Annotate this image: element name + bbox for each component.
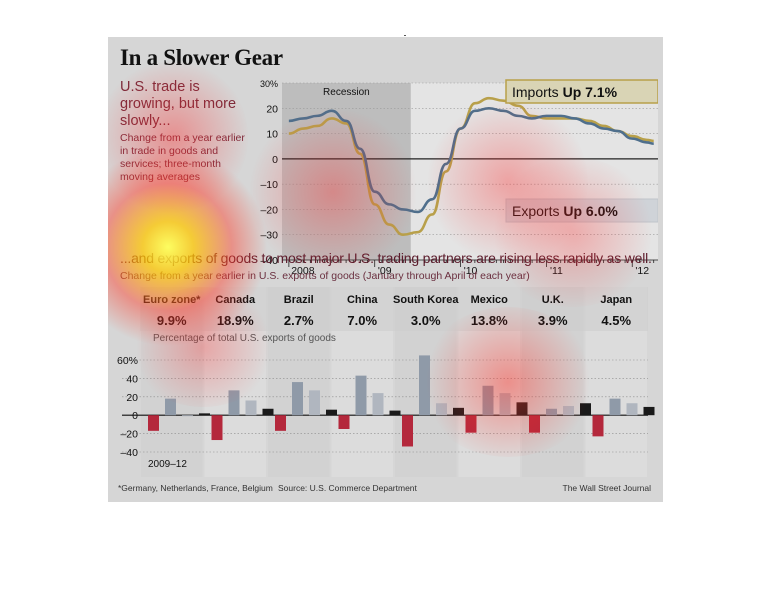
x-tick-label: '10 (464, 265, 478, 277)
category-label: Brazil (284, 294, 314, 306)
bar-2012 (262, 408, 274, 416)
bar-section-note: Change from a year earlier in U.S. expor… (120, 270, 530, 282)
category-share: 4.5% (601, 313, 631, 328)
category-label: Euro zone* (143, 294, 201, 306)
credit: The Wall Street Journal (562, 483, 652, 493)
category-share: 13.8% (471, 313, 508, 328)
category-share: 7.0% (347, 313, 377, 328)
x-tick-label: '09 (378, 265, 392, 277)
imports-label-box (505, 79, 658, 104)
bar-y-tick-label: 40 (126, 373, 138, 385)
category-label: China (347, 294, 378, 306)
bar-2012 (199, 413, 210, 416)
bar-2011 (309, 390, 320, 416)
bar-2010 (355, 375, 367, 416)
y-tick-label: 10 (266, 129, 278, 141)
top-mark (404, 35, 406, 36)
bar-2009 (592, 415, 604, 437)
bar-2012 (516, 402, 528, 416)
bar-2011 (563, 406, 574, 416)
x-tick-label: 2008 (291, 265, 315, 277)
bar-2009 (529, 415, 540, 433)
bar-2012 (326, 409, 337, 416)
category-share: 3.9% (538, 313, 568, 328)
bar-section-title: ...and exports of goods to most major U.… (120, 250, 652, 266)
bar-2009 (465, 415, 477, 433)
category-label: Japan (600, 294, 632, 306)
y-tick-label: –30 (260, 230, 278, 242)
x-tick-label: '12 (635, 265, 649, 277)
category-share: 2.7% (284, 313, 314, 328)
bar-2011 (499, 393, 511, 416)
bar-2012 (643, 406, 655, 416)
bar-2009 (338, 415, 350, 429)
category-label: South Korea (393, 294, 459, 306)
y-tick-label: 20 (266, 103, 278, 115)
bar-legend-label: 2009–12 (148, 459, 187, 470)
bar-2010 (609, 398, 621, 416)
bar-2010 (165, 398, 176, 416)
y-tick-label: –10 (260, 179, 278, 191)
bar-y-tick-label: –40 (120, 447, 138, 459)
bar-2009 (148, 415, 159, 431)
line-chart-subtitle: U.S. trade is growing, but more slowly..… (120, 79, 237, 129)
recession-label: Recession (323, 87, 370, 98)
source-note: Source: U.S. Commerce Department (278, 483, 417, 493)
x-tick-label: '11 (550, 265, 563, 277)
series-line-exports (288, 106, 654, 214)
bar-2010 (419, 355, 430, 416)
bar-2010 (228, 390, 240, 416)
bar-y-tick-label: 0 (132, 410, 138, 422)
y-tick-label: 0 (272, 154, 278, 166)
bar-y-tick-label: –20 (120, 429, 138, 441)
line-chart-note: Change from a year earlier in trade in g… (120, 132, 245, 183)
bar-2009 (211, 415, 223, 441)
footnote: *Germany, Netherlands, France, Belgium (118, 483, 273, 493)
exports-bar-chart: Euro zone* 9.9% Canada 18.9% Brazil 2.7% China… (117, 287, 655, 477)
category-share: 3.0% (411, 313, 441, 328)
bar-2009 (402, 415, 413, 447)
bar-2012 (389, 410, 401, 416)
exports-label-box (505, 198, 658, 223)
bar-2011 (626, 403, 638, 416)
bar-2011 (436, 403, 447, 416)
recession-band (282, 83, 411, 260)
bar-2009 (275, 415, 286, 431)
bar-2012 (453, 407, 464, 416)
bar-2011 (372, 393, 384, 416)
share-note: Percentage of total U.S. exports of good… (153, 333, 336, 344)
y-tick-label: –20 (260, 204, 278, 216)
category-share: 9.9% (157, 313, 187, 328)
category-share: 18.9% (217, 313, 254, 328)
imports-label: Imports Up 7.1% (512, 84, 618, 100)
y-tick-label: 30% (260, 79, 278, 89)
headline: In a Slower Gear (120, 45, 283, 70)
bar-2012 (580, 403, 591, 416)
category-label: Mexico (471, 294, 509, 306)
bar-2011 (182, 415, 193, 417)
bar-y-tick-label: 60% (117, 355, 138, 367)
category-label: Canada (215, 294, 256, 306)
bar-2011 (245, 400, 257, 416)
bar-y-tick-label: 20 (126, 392, 138, 404)
exports-label: Exports Up 6.0% (512, 203, 618, 219)
infographic-panel: In a Slower Gear U.S. trade is growing, … (108, 37, 663, 502)
bar-2010 (482, 385, 494, 416)
category-label: U.K. (542, 294, 564, 306)
bar-2010 (546, 408, 557, 416)
bar-2010 (292, 382, 303, 416)
